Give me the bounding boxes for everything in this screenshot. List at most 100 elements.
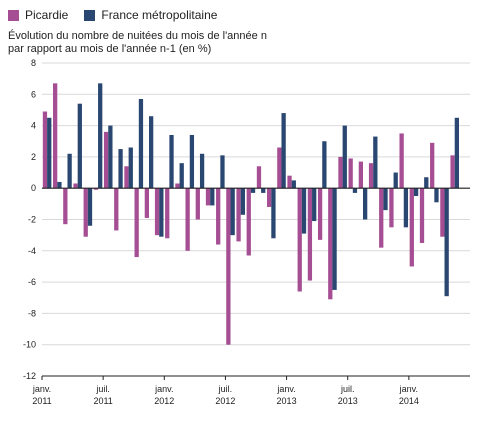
legend-item-france: France métropolitaine [84,8,217,22]
bar-picardie [389,188,394,228]
legend-swatch-picardie [8,9,19,21]
y-tick-label: -12 [23,371,36,381]
bar-france [352,188,358,193]
bar-picardie [256,166,262,189]
bar-france [199,153,205,189]
y-tick-label: 4 [31,121,36,131]
bar-france [149,116,154,189]
bar-france [67,153,72,189]
bar-picardie [154,188,160,236]
bar-picardie [93,188,99,190]
bar-france [413,188,419,197]
bar-picardie [114,188,119,231]
bar-picardie [379,188,384,248]
x-tick-label-month: janv. [399,384,418,394]
x-tick-label-month: janv. [32,384,51,394]
bar-picardie [307,188,313,281]
bar-france [118,149,123,189]
bar-picardie [297,188,302,292]
bar-picardie [165,188,170,239]
x-tick-label-year: 2013 [277,396,297,406]
bar-france [240,188,245,215]
bar-picardie [419,188,425,243]
bar-france [342,125,347,189]
subtitle-line-2: par rapport au mois de l'année n-1 (en %… [8,43,212,55]
legend-swatch-france [84,9,96,21]
bar-france [383,188,388,211]
bar-picardie [175,183,180,189]
bar-picardie [358,161,363,189]
bar-picardie [195,188,200,220]
y-tick-label: 2 [31,152,36,162]
bar-france [87,188,93,226]
chart-subtitle: Évolution du nombre de nuitées du mois d… [8,30,308,56]
bar-france [138,99,144,189]
bar-france [169,134,174,189]
legend: Picardie France métropolitaine [8,8,233,22]
bar-france [301,188,307,234]
bar-picardie [328,188,333,300]
bar-picardie [287,175,292,189]
bar-france [434,188,439,203]
bar-picardie [205,188,211,206]
bar-france [230,188,235,236]
bar-france [250,188,256,193]
bar-picardie [246,188,251,256]
bar-france [373,136,378,189]
x-tick-label-month: juil. [95,384,110,394]
bar-france [108,125,113,189]
bar-picardie [277,147,282,189]
bar-france [271,188,276,239]
x-tick-label-year: 2012 [154,396,174,406]
bar-france [393,172,398,189]
bar-picardie [338,156,343,189]
legend-label-picardie: Picardie [25,8,69,22]
bar-picardie [42,111,48,189]
bar-france [454,117,459,189]
bar-picardie [53,83,58,189]
bar-france [444,188,449,297]
x-tick-label-month: juil. [340,384,355,394]
bar-france [424,177,429,189]
bar-france [220,155,225,189]
bar-picardie [144,188,149,218]
bar-france [281,113,286,189]
bar-france [291,180,296,189]
bar-france [57,181,62,189]
y-tick-label: 8 [31,58,36,68]
bar-france [322,141,327,189]
bar-picardie [368,163,374,189]
bar-picardie [185,188,190,251]
bar-picardie [399,133,404,189]
bar-picardie [124,166,129,189]
bar-france [363,188,368,220]
subtitle-line-1: Évolution du nombre de nuitées du mois d… [8,30,267,42]
bar-picardie [103,131,109,189]
bar-picardie [216,188,221,245]
x-tick-label-month: janv. [276,384,295,394]
y-tick-label: -8 [28,308,36,318]
bar-picardie [134,188,139,258]
legend-label-france: France métropolitaine [101,8,218,22]
bar-france [77,103,82,189]
y-tick-label: -2 [28,215,36,225]
bar-picardie [63,188,68,225]
x-tick-label-month: janv. [154,384,173,394]
bar-picardie [83,188,88,237]
x-tick-label-year: 2014 [399,396,419,406]
bar-picardie [409,188,414,267]
bar-picardie [430,142,435,189]
x-tick-label-year: 2011 [93,396,112,406]
x-tick-label-year: 2013 [338,396,358,406]
y-tick-label: 6 [31,89,36,99]
bar-picardie [226,188,231,345]
bar-picardie [348,158,353,189]
bar-france [332,188,337,290]
bar-france [47,117,52,189]
bar-france [261,188,266,193]
y-tick-label: -10 [23,340,36,350]
bar-france [312,188,317,222]
bar-france [189,134,195,189]
